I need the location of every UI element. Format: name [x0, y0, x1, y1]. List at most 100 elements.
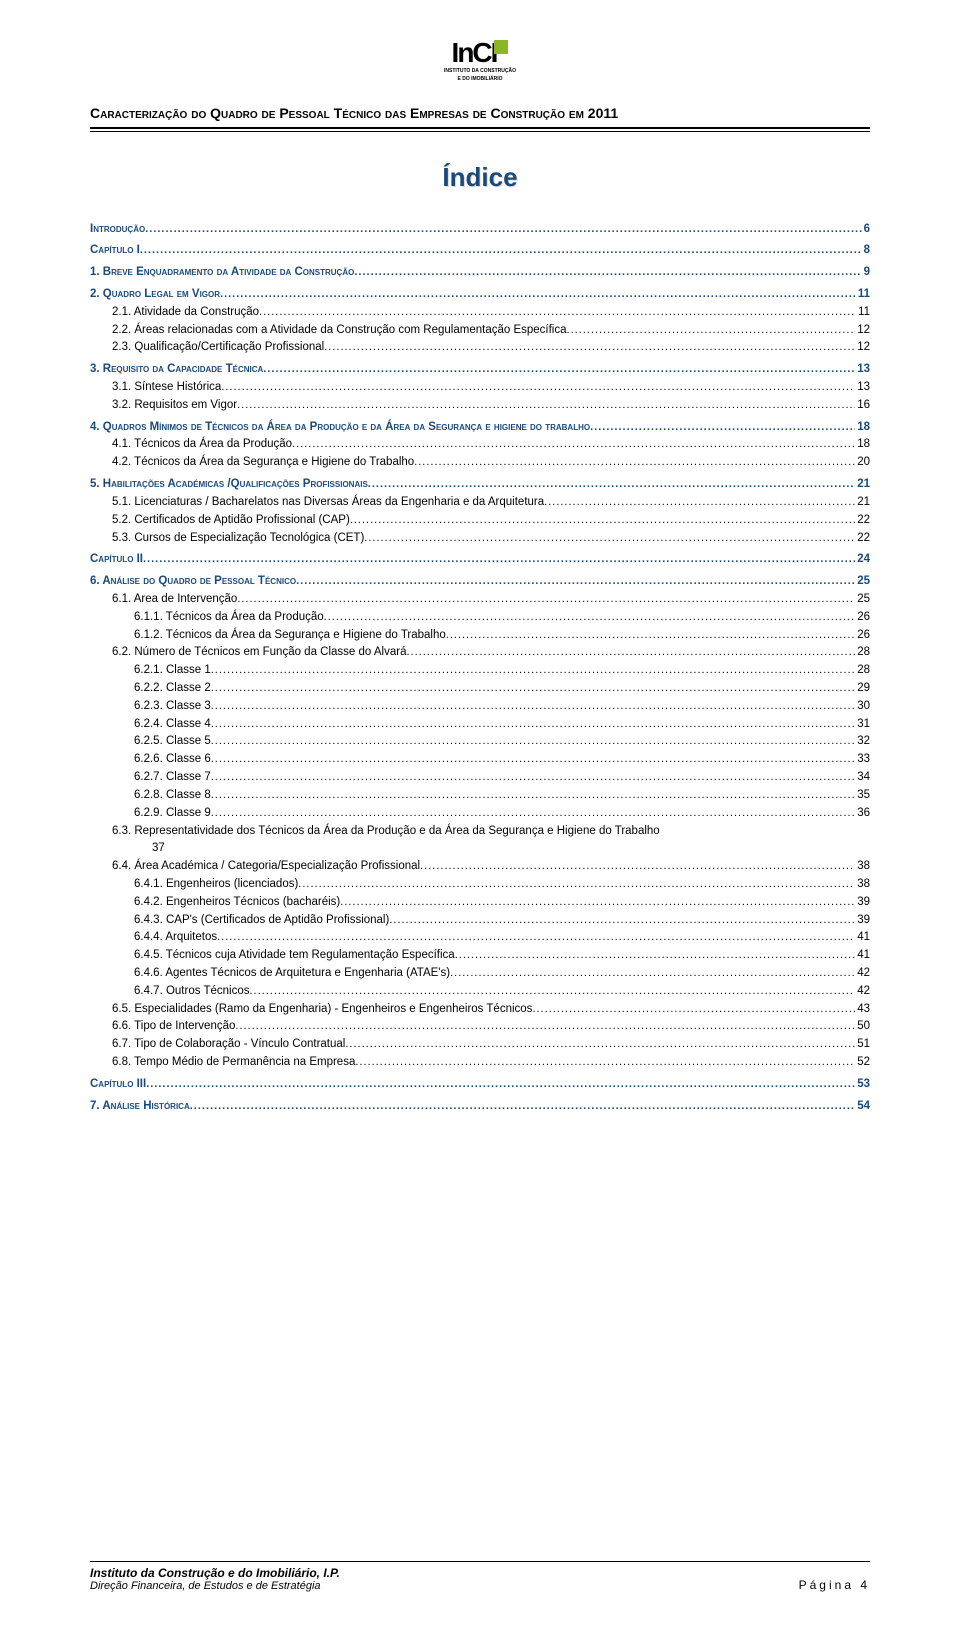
toc-page: 54 — [855, 1098, 870, 1116]
toc-page: 36 — [855, 805, 870, 823]
toc-entry: 3.2. Requisitos em Vigor16 — [90, 397, 870, 415]
toc-label: 6.1.2. Técnicos da Área da Segurança e H… — [134, 627, 446, 645]
toc-page: 33 — [855, 751, 870, 769]
toc-entry: 6.2. Número de Técnicos em Função da Cla… — [90, 644, 870, 662]
toc-page: 50 — [855, 1018, 870, 1036]
toc-label: 6.6. Tipo de Intervenção — [112, 1018, 235, 1036]
toc-page: 20 — [855, 454, 870, 472]
toc-label: 6.1. Area de Intervenção — [112, 591, 237, 609]
toc-leader-dots — [567, 322, 856, 339]
logo-green-square — [494, 40, 508, 54]
toc-label: 6.7. Tipo de Colaboração - Vínculo Contr… — [112, 1036, 345, 1054]
toc-page: 13 — [855, 379, 870, 397]
toc-label: 2.1. Atividade da Construção — [112, 304, 259, 322]
toc-entry: 6.2.4. Classe 431 — [90, 716, 870, 734]
toc-leader-dots — [237, 591, 855, 608]
toc-leader-dots — [211, 787, 855, 804]
toc-leader-dots — [446, 627, 855, 644]
footer: Instituto da Construção e do Imobiliário… — [90, 1561, 870, 1592]
toc-entry: 6.2.2. Classe 2 29 — [90, 680, 870, 698]
toc-entry: 2.3. Qualificação/Certificação Profissio… — [90, 339, 870, 357]
toc-label: 6.8. Tempo Médio de Permanência na Empre… — [112, 1054, 355, 1072]
toc-page: 11 — [856, 304, 870, 322]
toc-label: 3.2. Requisitos em Vigor — [112, 397, 237, 415]
toc-leader-dots — [211, 680, 855, 697]
toc-leader-dots — [143, 551, 855, 568]
toc-leader-dots — [211, 751, 855, 768]
toc-leader-dots — [355, 1054, 855, 1071]
toc-label: 6.2.6. Classe 6 — [134, 751, 211, 769]
toc-label: 6.5. Especialidades (Ramo da Engenharia)… — [112, 1001, 532, 1019]
toc-label: 7. Análise Histórica — [90, 1098, 190, 1116]
toc-label: 6.3. Representatividade dos Técnicos da … — [112, 825, 660, 837]
toc-label: 6.4.6. Agentes Técnicos de Arquitetura e… — [134, 965, 450, 983]
toc-leader-dots — [145, 221, 861, 238]
toc-page: 34 — [855, 769, 870, 787]
toc-page: 53 — [855, 1076, 870, 1094]
toc-label: 6.1.1. Técnicos da Área da Produção — [134, 609, 324, 627]
toc-label: 4. Quadros Mínimos de Técnicos da Área d… — [90, 419, 590, 437]
toc-leader-dots — [455, 947, 856, 964]
toc-label: 6. Análise do Quadro de Pessoal Técnico — [90, 573, 296, 591]
toc-page: 22 — [855, 512, 870, 530]
toc-page: 18 — [855, 436, 870, 454]
toc-page: 30 — [855, 698, 870, 716]
toc-entry: 6.5. Especialidades (Ramo da Engenharia)… — [90, 1001, 870, 1019]
toc-leader-dots — [211, 769, 855, 786]
toc-entry: Introdução6 — [90, 221, 870, 239]
toc-leader-dots — [292, 436, 855, 453]
toc-label: 6.4.3. CAP's (Certificados de Aptidão Pr… — [134, 912, 389, 930]
toc-leader-dots — [324, 339, 855, 356]
toc-entry: 6.4.3. CAP's (Certificados de Aptidão Pr… — [90, 912, 870, 930]
toc-leader-dots — [345, 1036, 855, 1053]
toc-leader-dots — [221, 379, 855, 396]
toc-label: 6.4. Área Académica / Categoria/Especial… — [112, 858, 420, 876]
toc-entry: 6.7. Tipo de Colaboração - Vínculo Contr… — [90, 1036, 870, 1054]
toc-page: 39 — [855, 912, 870, 930]
toc-page: 38 — [855, 876, 870, 894]
toc-page: 18 — [855, 419, 870, 437]
toc-page: 24 — [855, 551, 870, 569]
table-of-contents: Introdução6Capítulo I81. Breve Enquadram… — [90, 221, 870, 1116]
toc-page: 41 — [855, 947, 870, 965]
toc-label: 2.2. Áreas relacionadas com a Atividade … — [112, 322, 567, 340]
toc-leader-dots — [350, 512, 855, 529]
toc-leader-dots — [263, 361, 855, 378]
toc-entry: 6.2.7. Classe 734 — [90, 769, 870, 787]
toc-page: 13 — [855, 361, 870, 379]
toc-page: 38 — [855, 858, 870, 876]
toc-page: 29 — [855, 680, 870, 698]
toc-entry: 6. Análise do Quadro de Pessoal Técnico2… — [90, 573, 870, 591]
logo-text: InCI — [444, 40, 516, 67]
toc-label: 6.2.2. Classe 2 — [134, 680, 211, 698]
toc-page: 51 — [855, 1036, 870, 1054]
toc-leader-dots — [368, 476, 855, 493]
toc-page: 11 — [856, 286, 870, 304]
toc-page: 32 — [855, 733, 870, 751]
toc-entry: 6.4.4. Arquitetos41 — [90, 929, 870, 947]
toc-leader-dots — [249, 983, 855, 1000]
toc-entry: 7. Análise Histórica 54 — [90, 1098, 870, 1116]
toc-page: 42 — [855, 983, 870, 1001]
toc-leader-dots — [220, 286, 856, 303]
toc-page: 28 — [855, 662, 870, 680]
toc-entry: 5.2. Certificados de Aptidão Profissiona… — [90, 512, 870, 530]
toc-label: 6.2.5. Classe 5 — [134, 733, 211, 751]
toc-label: 6.4.2. Engenheiros Técnicos (bacharéis) — [134, 894, 340, 912]
toc-leader-dots — [414, 454, 855, 471]
toc-entry: 6.2.6. Classe 6 33 — [90, 751, 870, 769]
toc-page: 26 — [855, 627, 870, 645]
toc-page: 28 — [855, 644, 870, 662]
toc-leader-dots — [406, 644, 855, 661]
toc-entry: 3.1. Síntese Histórica13 — [90, 379, 870, 397]
toc-leader-dots — [140, 242, 862, 259]
logo: InCI INSTITUTO DA CONSTRUÇÃO E DO IMOBIL… — [444, 40, 516, 82]
toc-leader-dots — [211, 662, 855, 679]
toc-entry: 1. Breve Enquadramento da Atividade da C… — [90, 264, 870, 282]
toc-entry: 6.4. Área Académica / Categoria/Especial… — [90, 858, 870, 876]
toc-entry: 2.2. Áreas relacionadas com a Atividade … — [90, 322, 870, 340]
toc-label: Capítulo I — [90, 242, 140, 260]
toc-leader-dots — [259, 304, 856, 321]
toc-entry: 6.6. Tipo de Intervenção 50 — [90, 1018, 870, 1036]
toc-page: 35 — [855, 787, 870, 805]
